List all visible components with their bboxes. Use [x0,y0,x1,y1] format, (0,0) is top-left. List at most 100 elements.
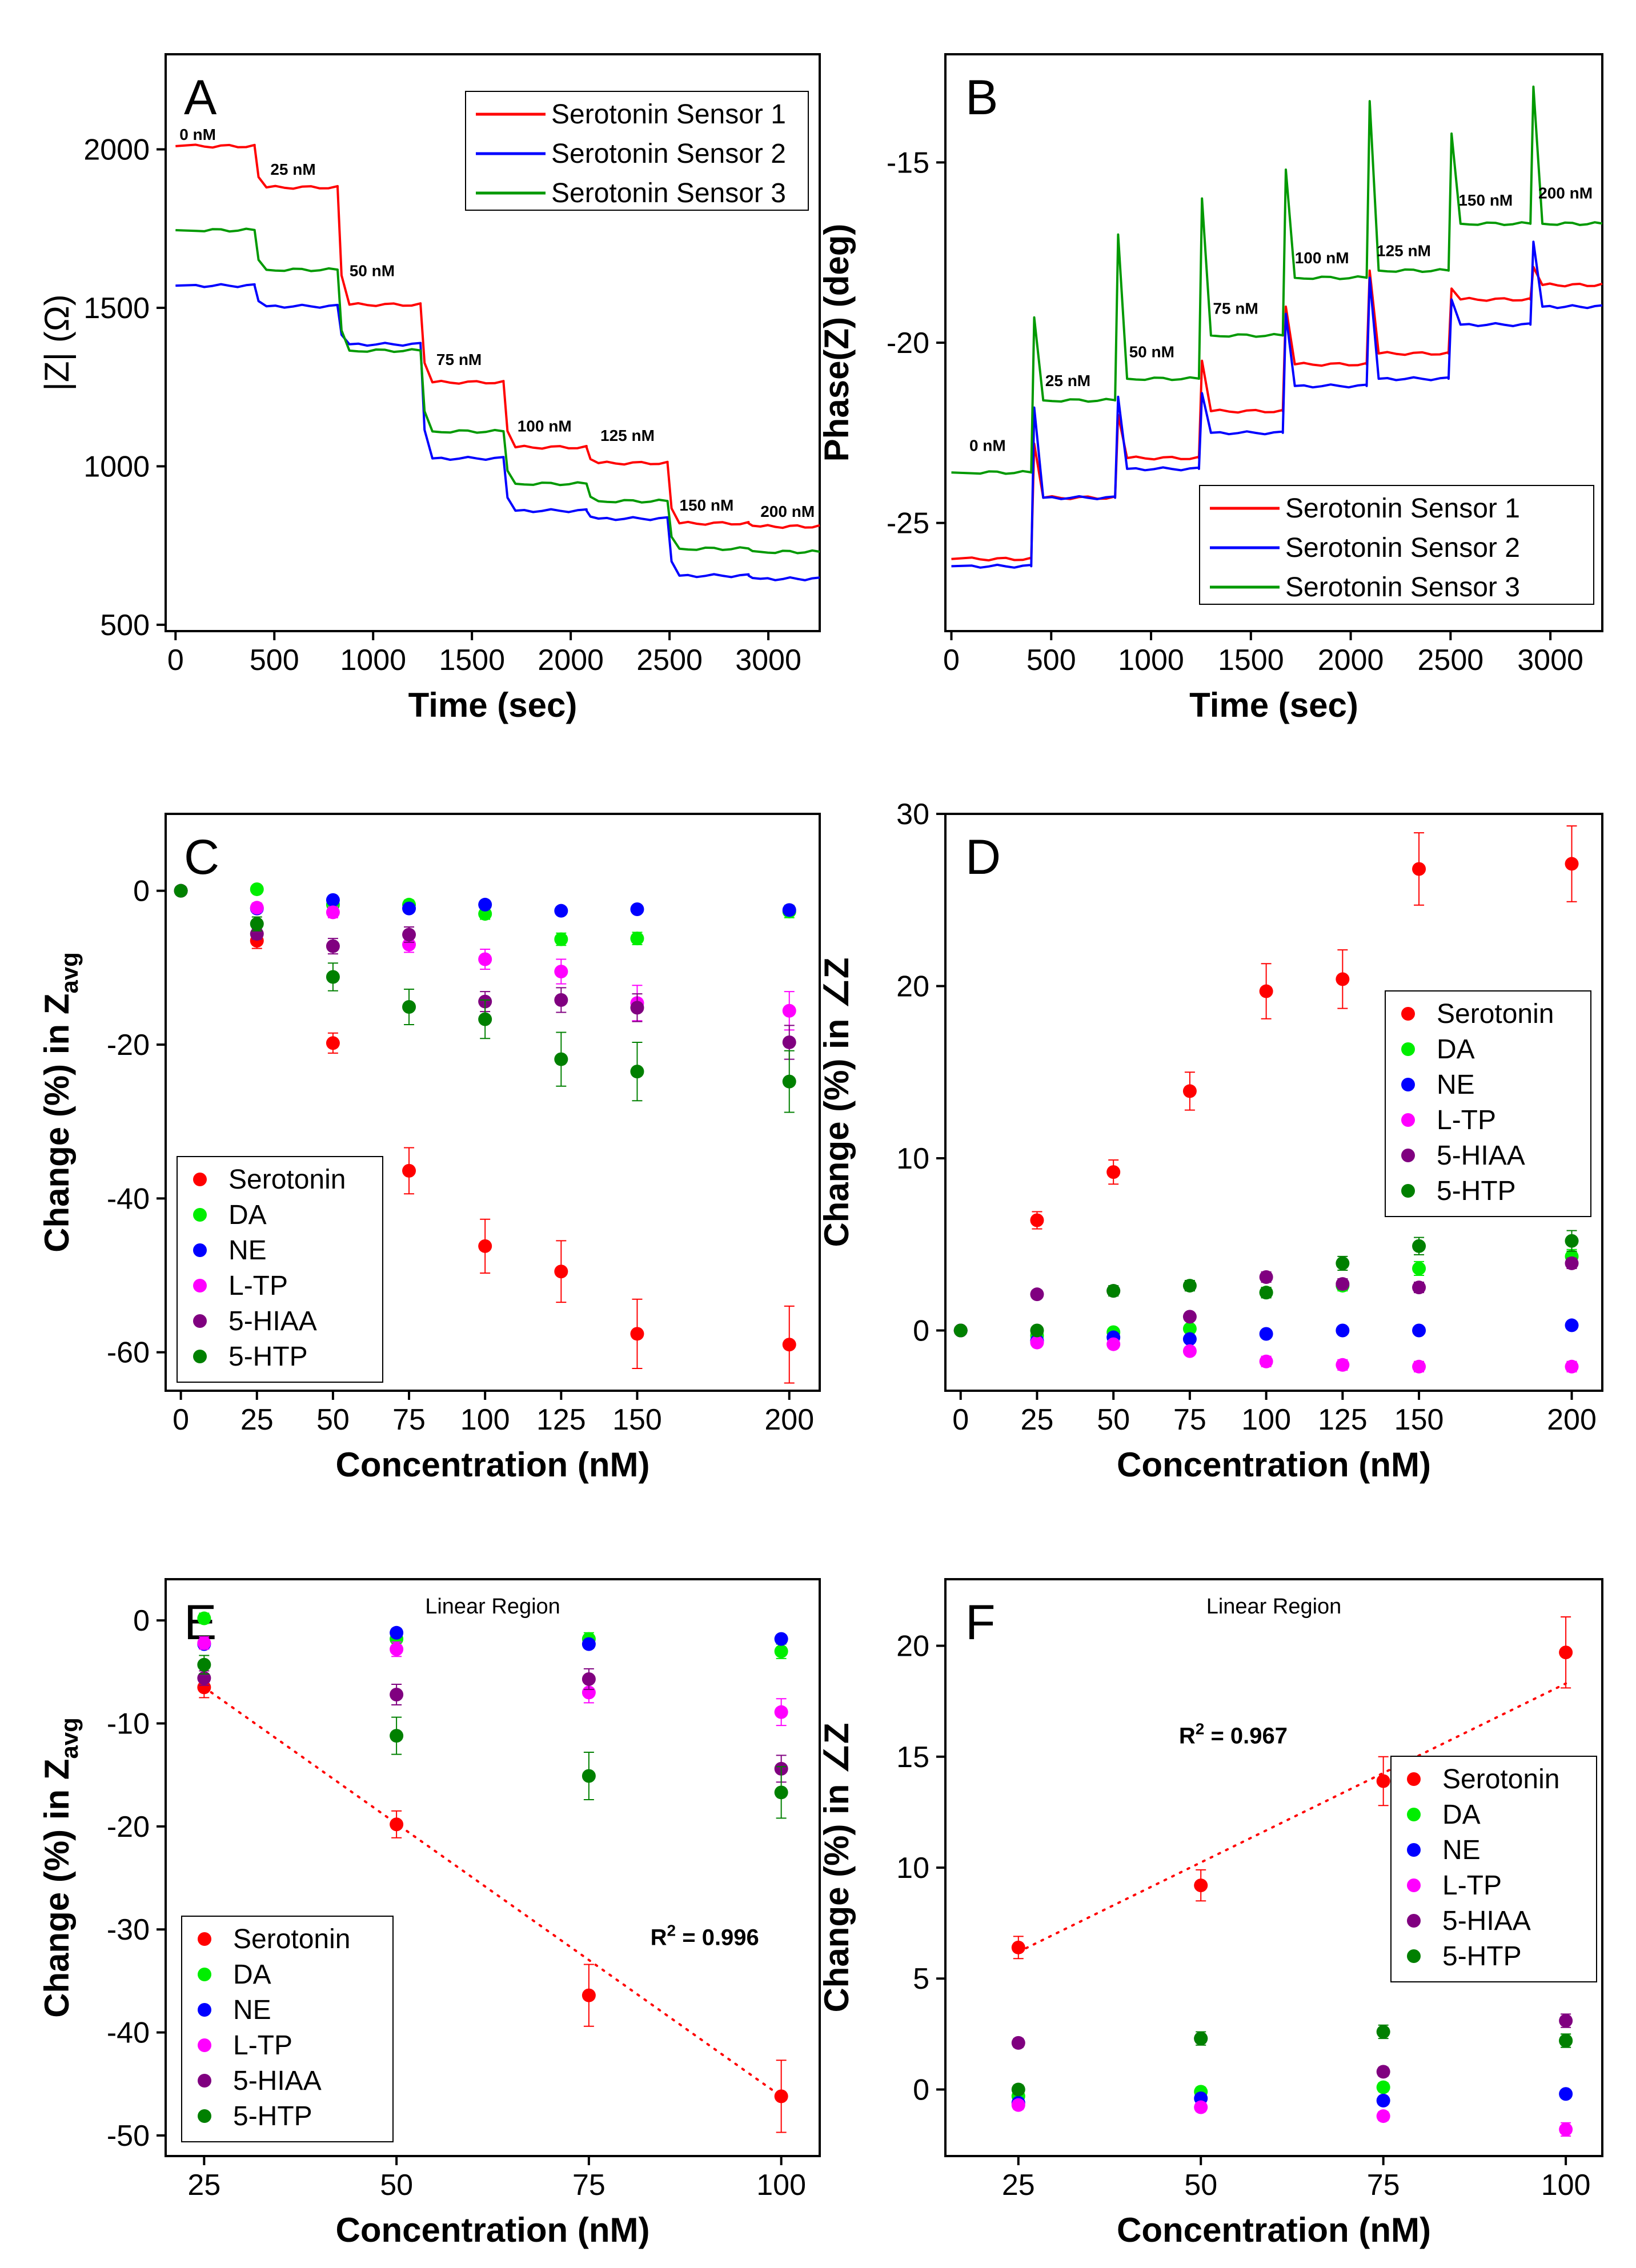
legend-label: 5-HTP [1437,1176,1516,1206]
x-tick-label: 25 [1002,2169,1035,2202]
concentration-annotation: 75 nM [1213,300,1258,318]
y-tick-label: -40 [107,1182,150,1215]
data-point-serotonin [774,2089,788,2104]
legend-label: Serotonin Sensor 1 [1285,493,1520,524]
y-tick-label: -20 [887,327,929,360]
data-point-l-tp [1565,1359,1579,1374]
concentration-annotation: 125 nM [1377,242,1431,260]
legend-label: 5-HIAA [1442,1906,1531,1936]
legend-swatch-marker [1401,1007,1415,1021]
x-tick-label: 500 [250,644,299,677]
data-point-serotonin [326,1036,340,1050]
legend-label: 5-HIAA [228,1306,317,1336]
series-line-serotonin-sensor-2 [175,283,820,581]
legend-frame [465,91,809,211]
legend-swatch-marker [198,1968,211,1981]
data-point-ne [554,904,568,918]
data-point-5-htp [390,1729,404,1743]
data-point-serotonin [1412,862,1426,876]
legend-frame [177,1156,383,1383]
legend-label: 5-HIAA [233,2066,322,2096]
y-tick-label: 10 [896,1142,929,1175]
y-tick-label: -50 [107,2120,150,2153]
data-point-serotonin [1182,1084,1197,1098]
legend-label: Serotonin [1437,999,1554,1029]
y-tick-label: 0 [913,2073,929,2106]
data-point-da [1182,1322,1197,1336]
data-point-da [197,1611,211,1625]
data-point-5-hiaa [1559,2014,1573,2028]
data-point-ne [326,893,340,907]
legend-swatch-marker [193,1208,207,1222]
data-point-serotonin [1106,1165,1121,1179]
data-point-5-htp [250,917,264,931]
panel-d: 0 25 50 75 100 125 150 200 0 10 20 30 Concentration … [817,798,1603,1484]
concentration-annotation: 200 nM [760,503,815,520]
data-point-5-hiaa [1412,1280,1426,1295]
data-point-ne [1565,1318,1579,1332]
data-point-l-tp [1182,1344,1197,1358]
legend-swatch-marker [198,2074,211,2088]
fit-line [1017,1682,1567,1953]
data-point-l-tp [1412,1359,1426,1374]
data-point-l-tp [1106,1337,1121,1351]
data-point-serotonin [1030,1213,1044,1227]
y-axis-label: Change (%) in Zavg [38,952,83,1253]
y-axis-label-subscript: avg [56,952,83,993]
x-tick-label: 2000 [538,644,604,677]
data-point-serotonin [782,1338,796,1352]
legend-swatch-marker [1401,1113,1415,1127]
legend-label: L-TP [228,1271,288,1301]
plot-frame [165,1578,821,2157]
data-point-5-hiaa [1011,2036,1025,2050]
x-tick-label: 100 [1541,2169,1591,2202]
x-tick-label: 50 [380,2169,413,2202]
data-point-5-htp [782,1074,796,1089]
legend: Serotonin DA NE L-TP 5-HIAA 5-HTP [177,1156,383,1383]
data-point-l-tp [1376,2109,1390,2124]
panel-b: 0 500 1000 1500 2000 2500 3000 -25 -20 -15 Time (s… [817,53,1603,724]
legend-swatch-marker [193,1173,207,1186]
data-point-l-tp [1336,1358,1350,1372]
x-axis-label: Time (sec) [408,686,578,724]
data-point-5-htp [1565,1234,1579,1248]
legend-label: 5-HTP [233,2101,312,2131]
data-point-5-htp [174,884,188,898]
plot-frame [165,813,821,1392]
data-point-ne [774,1632,788,1646]
series-line-serotonin-sensor-3 [951,85,1603,475]
y-tick-label: 500 [100,609,150,642]
y-tick-label: -60 [107,1336,150,1370]
legend-swatch-marker [1407,1949,1421,1963]
x-tick-label: 500 [1026,644,1076,677]
x-tick-label: 25 [240,1403,274,1436]
data-point-5-hiaa [1259,1270,1273,1284]
legend: Serotonin DA NE L-TP 5-HIAA 5-HTP [1385,990,1591,1217]
legend-frame [1390,1756,1597,1982]
data-point-ne [1376,2093,1390,2108]
data-point-5-hiaa [326,939,340,953]
legend-label: 5-HTP [228,1342,308,1372]
y-tick-label: -40 [107,2017,150,2050]
data-point-5-htp [402,1000,416,1014]
data-point-ne [782,903,796,917]
panel-title: Linear Region [1206,1595,1342,1619]
legend-swatch-marker [193,1350,207,1363]
data-point-da [554,932,568,946]
x-tick-label: 2500 [636,644,703,677]
legend-frame [1385,990,1591,1217]
series-line-serotonin-sensor-2 [951,240,1603,569]
legend: Serotonin Sensor 1 Serotonin Sensor 2 Sero… [465,91,809,211]
r-squared-annotation: R2 = 0.996 [651,1921,759,1950]
data-point-serotonin [1011,1940,1025,1954]
legend-label: Serotonin Sensor 3 [1285,572,1520,603]
data-point-5-hiaa [1376,2065,1390,2079]
data-point-ne [402,901,416,916]
data-point-l-tp [1559,2122,1573,2137]
data-point-serotonin [1565,857,1579,871]
data-point-5-htp [582,1769,596,1783]
r-squared-superscript: 2 [667,1921,676,1939]
legend-frame [181,1916,394,2142]
y-axis-label: Change (%) in ∠Z [817,1723,856,2012]
data-point-serotonin [1194,1878,1208,1893]
